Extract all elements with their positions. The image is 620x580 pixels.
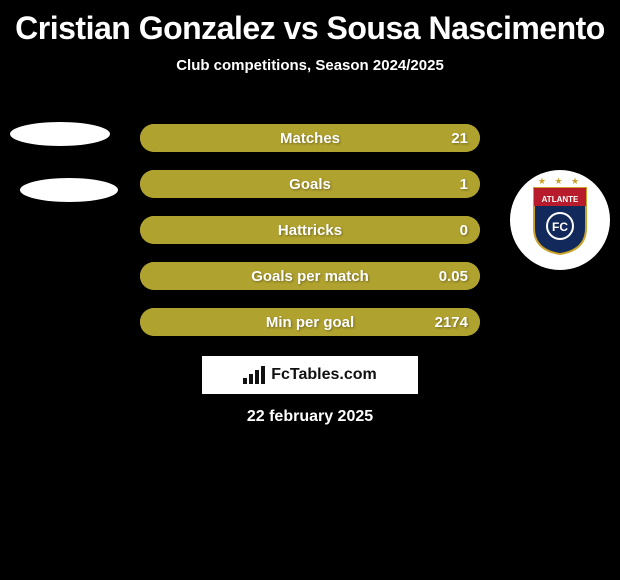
svg-text:ATLANTE: ATLANTE [542, 195, 579, 204]
club-crest: ★ ★ ★ ATLANTE FC [510, 170, 610, 270]
stat-bar: Goals 1 [140, 170, 480, 198]
stat-bar: Matches 21 [140, 124, 480, 152]
brand-bars-icon [243, 366, 265, 384]
stats-bars: Matches 21 Goals 1 Hattricks 0 Goals per match… [140, 124, 480, 354]
date-label: 22 february 2025 [0, 408, 620, 426]
stat-bar: Min per goal 2174 [140, 308, 480, 336]
stat-value-right: 0 [460, 222, 468, 239]
stat-bar: Goals per match 0.05 [140, 262, 480, 290]
stat-value-right: 2174 [435, 314, 468, 331]
atlante-shield-icon: ATLANTE FC [530, 184, 590, 256]
svg-text:FC: FC [552, 220, 568, 234]
brand-label: FcTables.com [271, 366, 377, 384]
subtitle: Club competitions, Season 2024/2025 [0, 57, 620, 74]
stat-label: Matches [280, 130, 340, 147]
stat-value-right: 1 [460, 176, 468, 193]
stat-value-right: 21 [451, 130, 468, 147]
stat-value-right: 0.05 [439, 268, 468, 285]
player-left-avatar [10, 110, 110, 260]
avatar-placeholder-head [10, 122, 110, 146]
page-title: Cristian Gonzalez vs Sousa Nascimento [0, 0, 620, 47]
stat-label: Hattricks [278, 222, 342, 239]
stat-bar: Hattricks 0 [140, 216, 480, 244]
brand-badge[interactable]: FcTables.com [202, 356, 418, 394]
stat-label: Min per goal [266, 314, 354, 331]
stat-label: Goals [289, 176, 331, 193]
stat-label: Goals per match [251, 268, 369, 285]
player-right-crest: ★ ★ ★ ATLANTE FC [510, 170, 610, 320]
avatar-placeholder-body [20, 178, 118, 202]
crest-stars-icon: ★ ★ ★ [538, 176, 582, 187]
